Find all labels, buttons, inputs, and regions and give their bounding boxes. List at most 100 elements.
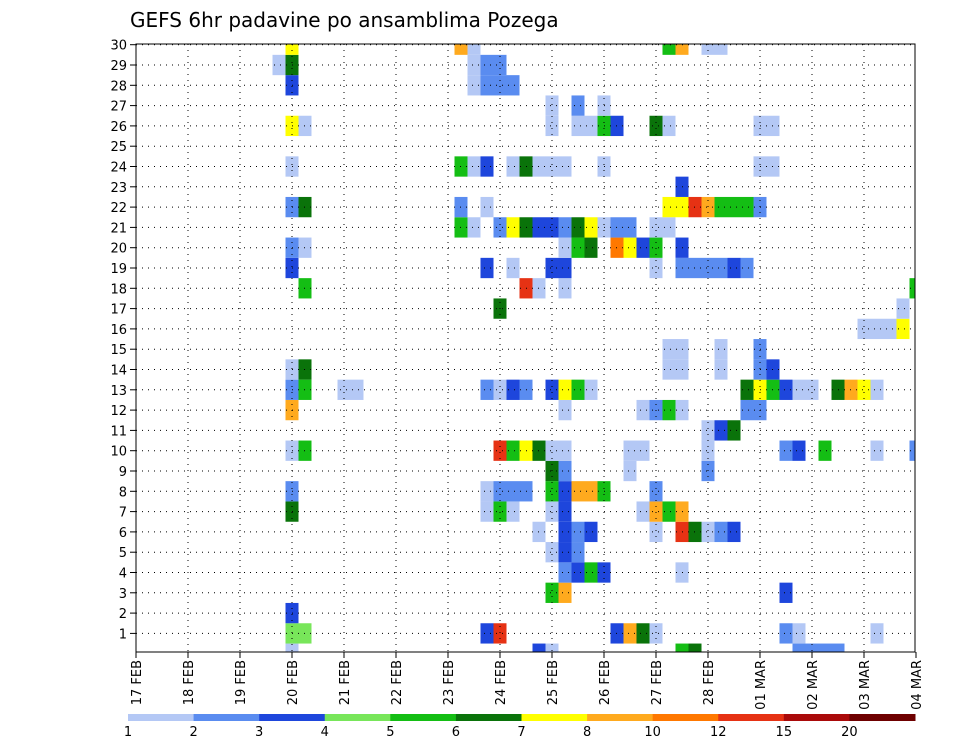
heatmap-cell: [506, 440, 520, 461]
colorbar-swatch: [587, 714, 654, 721]
y-tick-label: 4: [119, 567, 127, 582]
x-tick-label: 21 FEB: [338, 660, 353, 705]
heatmap-cell: [467, 54, 481, 76]
x-tick-label: 22 FEB: [390, 660, 405, 705]
heatmap-cell: [545, 95, 559, 116]
heatmap-cell: [571, 481, 585, 502]
heatmap-cell: [480, 481, 494, 502]
heatmap-cell: [701, 196, 715, 218]
heatmap-cell: [285, 643, 299, 652]
y-tick-label: 13: [110, 384, 127, 399]
x-axis: 17 FEB 18 FEB 19 FEB 20 FEB 21 FEB 22 FEB 23 F…: [130, 652, 925, 710]
colorbar-swatch: [390, 714, 457, 721]
heatmap-cell: [558, 562, 572, 583]
heatmap-cell: [545, 156, 559, 177]
x-tick-label: 02 MAR: [806, 660, 821, 710]
heatmap-cell: [714, 196, 728, 218]
colorbar-swatch: [128, 714, 195, 721]
heatmap-cell: [545, 217, 559, 238]
heatmap-cell: [571, 562, 585, 583]
x-tick-label: 25 FEB: [546, 660, 561, 705]
heatmap-cell: [727, 521, 741, 543]
heatmap-cell: [883, 318, 897, 340]
heatmap-cell: [506, 75, 520, 96]
heatmap-cell: [545, 643, 559, 652]
colorbar-swatch: [718, 714, 785, 721]
heatmap-cell: [454, 44, 468, 55]
y-axis: 1234567891011121314151617181920212223242…: [110, 39, 136, 642]
chart-grid: [136, 44, 915, 652]
x-tick-label: 04 MAR: [910, 660, 925, 710]
heatmap-cell: [714, 521, 728, 543]
chart-title: GEFS 6hr padavine po ansamblima Pozega: [130, 8, 559, 32]
heatmap-cell: [870, 440, 884, 461]
y-tick-label: 14: [110, 364, 127, 379]
heatmap-cell: [480, 156, 494, 177]
colorbar-swatch: [652, 714, 719, 721]
heatmap-cell: [493, 481, 507, 502]
heatmap-cell: [558, 542, 572, 563]
y-tick-label: 18: [110, 282, 127, 297]
heatmap-cell: [584, 115, 598, 137]
colorbar-label: 4: [321, 725, 329, 740]
heatmap-cell: [623, 237, 637, 258]
heatmap-cell: [740, 257, 754, 279]
heatmap-cell: [714, 339, 728, 360]
colorbar-label: 1: [124, 725, 132, 740]
heatmap-cell: [571, 95, 585, 116]
heatmap-cell: [792, 440, 806, 461]
y-tick-label: 15: [110, 343, 127, 358]
heatmap-cell: [545, 501, 559, 522]
heatmap-cell: [779, 582, 793, 603]
heatmap-cell: [909, 440, 915, 461]
heatmap-cell: [558, 481, 572, 502]
heatmap-cell: [649, 481, 663, 502]
colorbar: 1 2 3 4 5 6 7 8 10 12 15 20: [124, 714, 916, 740]
y-tick-label: 29: [110, 59, 127, 74]
heatmap-cell: [714, 359, 728, 380]
heatmap-cell: [493, 217, 507, 238]
x-tick-label: 20 FEB: [286, 660, 301, 705]
heatmap-cell: [662, 44, 676, 55]
colorbar-swatch: [324, 714, 391, 721]
colorbar-label: 5: [386, 725, 394, 740]
heatmap-cell: [545, 440, 559, 461]
y-tick-label: 9: [119, 465, 127, 480]
y-tick-label: 27: [110, 100, 127, 115]
y-tick-label: 3: [119, 587, 127, 602]
heatmap-cell: [545, 379, 559, 400]
heatmap-cell: [805, 643, 819, 652]
colorbar-label: 10: [644, 725, 661, 740]
y-tick-label: 30: [110, 39, 127, 54]
heatmap-cell: [285, 44, 299, 55]
heatmap-cell: [909, 278, 915, 299]
heatmap-cell: [662, 339, 676, 360]
heatmap-cell: [337, 379, 351, 400]
heatmap-cell: [350, 379, 364, 400]
y-tick-label: 20: [110, 242, 127, 257]
y-tick-label: 5: [119, 546, 127, 561]
heatmap-cell: [558, 237, 572, 258]
y-tick-label: 7: [119, 506, 127, 521]
heatmap-cell: [740, 399, 754, 421]
heatmap-cell: [727, 257, 741, 279]
heatmap-cell: [623, 460, 637, 482]
y-tick-label: 2: [119, 607, 127, 622]
heatmap-cell: [584, 562, 598, 583]
heatmap-cell: [649, 501, 663, 522]
x-tick-label: 27 FEB: [650, 660, 665, 705]
heatmap-cell: [493, 75, 507, 96]
heatmap-cell: [584, 217, 598, 238]
heatmap-cell: [506, 217, 520, 238]
heatmap-cell: [558, 460, 572, 482]
heatmap-cell: [662, 399, 676, 421]
colorbar-swatch: [849, 714, 916, 721]
heatmap-cell: [701, 440, 715, 461]
heatmap-cell: [506, 481, 520, 502]
heatmap-cell: [818, 643, 832, 652]
heatmap-cell: [493, 501, 507, 522]
heatmap-cell: [545, 257, 559, 279]
colorbar-swatch: [521, 714, 588, 721]
x-tick-label: 17 FEB: [130, 660, 145, 705]
